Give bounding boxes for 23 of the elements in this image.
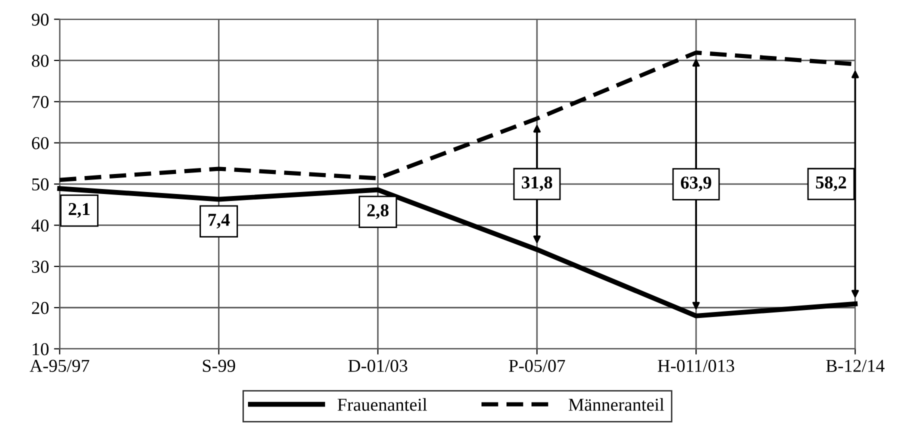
y-tick-label: 50	[32, 178, 49, 190]
legend-label: Frauenanteil	[338, 398, 427, 411]
y-tick-label: 90	[32, 14, 49, 26]
x-tick-label: D-01/03	[348, 360, 408, 372]
x-tick-label: S-99	[202, 360, 236, 372]
legend-label: Männeranteil	[568, 398, 664, 411]
y-tick-label: 20	[32, 302, 49, 314]
annotation: 31,8	[522, 176, 552, 192]
y-tick-label: 70	[32, 96, 49, 108]
x-tick-label: H-011/013	[658, 360, 734, 372]
y-tick-label: 80	[32, 54, 49, 67]
annotation: 2,1	[68, 203, 90, 218]
annotation: 7,4	[208, 214, 230, 228]
annotation: 63,9	[680, 176, 712, 192]
y-tick-label: 10	[32, 343, 49, 356]
x-tick-label: B-12/14	[826, 360, 884, 372]
annotation: 2,8	[367, 204, 389, 220]
y-tick-label: 60	[32, 137, 49, 150]
y-tick-label: 30	[32, 260, 49, 273]
y-tick-label: 40	[32, 219, 49, 232]
x-tick-label: P-05/07	[508, 360, 566, 372]
x-tick-label: A-95/97	[30, 360, 90, 372]
annotation: 58,2	[816, 176, 846, 192]
